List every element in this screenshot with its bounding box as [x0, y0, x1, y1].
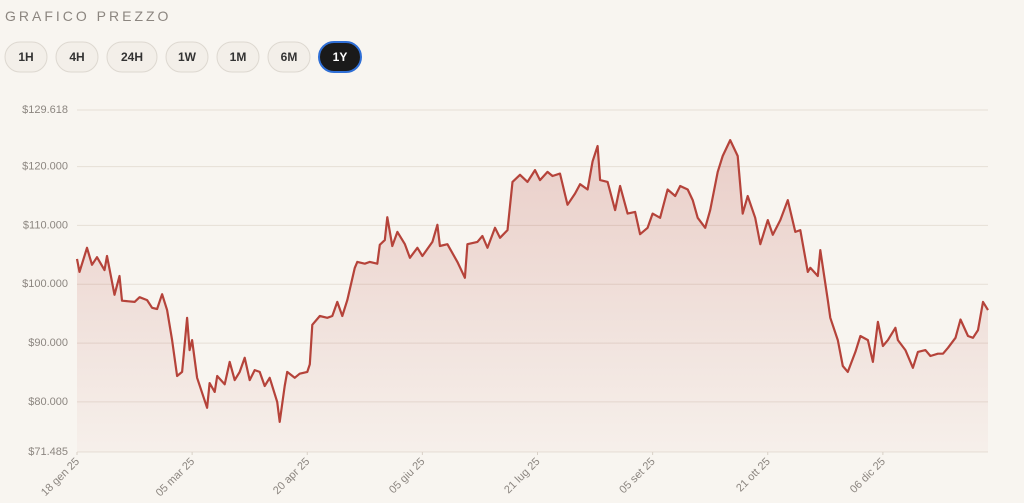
range-button-label[interactable]: 6M	[281, 50, 298, 64]
plot: $71.485 $80.000 $90.000 $100.000 $110.000 $12…	[22, 104, 989, 500]
area-fill	[77, 140, 988, 452]
y-tick-label: $80.000	[28, 396, 68, 408]
range-buttons: 1H 4H 24H 1W 1M 6M 1Y	[4, 41, 362, 73]
range-button[interactable]: 24H	[106, 41, 158, 73]
range-button[interactable]: 6M	[267, 41, 311, 73]
range-button-label[interactable]: 24H	[121, 50, 143, 64]
range-button[interactable]: 1H	[4, 41, 48, 73]
panel-title: GRAFICO PREZZO	[5, 8, 171, 24]
x-tick-label: 06 dic 25	[848, 456, 888, 496]
x-tick-label: 20 apr 25	[271, 456, 312, 497]
y-tick-label: $71.485	[28, 446, 68, 458]
range-button-label[interactable]: 1W	[178, 50, 197, 64]
range-button[interactable]: 1W	[165, 41, 209, 73]
range-button[interactable]: 4H	[55, 41, 99, 73]
y-tick-label: $110.000	[23, 219, 68, 231]
x-tick-label: 21 ott 25	[734, 456, 773, 495]
range-button-bg[interactable]	[267, 41, 311, 73]
range-button-bg[interactable]	[4, 41, 48, 73]
x-tick-label: 05 giu 25	[387, 456, 427, 496]
x-tick-label: 05 set 25	[617, 456, 657, 496]
range-button-bg[interactable]	[318, 41, 362, 73]
y-tick-label: $90.000	[28, 337, 68, 349]
x-tick-label: 21 lug 25	[502, 456, 542, 496]
range-button-label[interactable]: 1H	[18, 50, 33, 64]
range-button-label[interactable]: 4H	[69, 50, 84, 64]
range-button-bg[interactable]	[165, 41, 209, 73]
price-line	[75, 139, 989, 423]
y-tick-label: $120.000	[22, 160, 68, 172]
range-button-label[interactable]: 1M	[230, 50, 247, 64]
range-button-label[interactable]: 1Y	[333, 50, 348, 64]
x-tick-label: 18 gen 25	[39, 456, 82, 499]
range-button-bg[interactable]	[216, 41, 260, 73]
y-tick-label: $129.618	[22, 104, 68, 116]
range-button-bg[interactable]	[55, 41, 99, 73]
range-button[interactable]: 1M	[216, 41, 260, 73]
x-tick-label: 05 mar 25	[154, 456, 198, 500]
range-button-bg[interactable]	[106, 41, 158, 73]
range-button[interactable]: 1Y	[318, 41, 362, 73]
y-tick-label: $100.000	[22, 278, 68, 290]
